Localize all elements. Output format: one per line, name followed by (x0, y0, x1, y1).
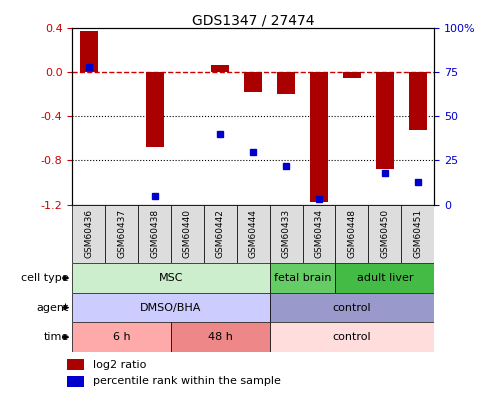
Text: GSM60450: GSM60450 (380, 209, 389, 258)
Text: GSM60440: GSM60440 (183, 209, 192, 258)
Bar (335, 205, 368, 263)
Text: GSM60434: GSM60434 (314, 209, 323, 258)
Bar (211, 65, 230, 72)
Bar (67, 360, 84, 370)
Bar (146, 72, 164, 147)
Bar (80, 30, 98, 72)
Text: MSC: MSC (159, 273, 183, 283)
Text: percentile rank within the sample: percentile rank within the sample (93, 376, 281, 386)
Text: GSM60433: GSM60433 (281, 209, 290, 258)
Bar (72, 322, 171, 352)
Text: agent: agent (36, 303, 69, 313)
Bar (105, 205, 138, 263)
Text: control: control (333, 303, 371, 313)
Bar (376, 72, 394, 169)
Text: log2 ratio: log2 ratio (93, 360, 146, 370)
Text: time: time (43, 332, 69, 342)
Bar (409, 72, 427, 130)
Bar (310, 72, 328, 202)
Bar (302, 205, 335, 263)
Bar (72, 263, 269, 293)
Text: cell type: cell type (21, 273, 69, 283)
Bar (401, 205, 434, 263)
Text: GSM60444: GSM60444 (249, 209, 258, 258)
Bar (269, 293, 434, 322)
Text: fetal brain: fetal brain (274, 273, 331, 283)
Title: GDS1347 / 27474: GDS1347 / 27474 (192, 13, 314, 27)
Bar (368, 205, 401, 263)
Text: GSM60451: GSM60451 (413, 209, 422, 258)
Text: GSM60438: GSM60438 (150, 209, 159, 258)
Text: DMSO/BHA: DMSO/BHA (140, 303, 202, 313)
Bar (277, 72, 295, 94)
Bar (72, 205, 105, 263)
Bar (343, 72, 361, 78)
Text: adult liver: adult liver (357, 273, 413, 283)
Bar (237, 205, 269, 263)
Bar (138, 205, 171, 263)
Text: GSM60442: GSM60442 (216, 209, 225, 258)
Bar (269, 205, 302, 263)
Bar (244, 72, 262, 92)
Text: control: control (333, 332, 371, 342)
Bar (204, 205, 237, 263)
Bar (67, 376, 84, 387)
Bar (335, 263, 434, 293)
Bar (269, 263, 335, 293)
Text: 48 h: 48 h (208, 332, 233, 342)
Text: GSM60448: GSM60448 (347, 209, 356, 258)
Bar (72, 293, 269, 322)
Bar (269, 322, 434, 352)
Text: GSM60437: GSM60437 (117, 209, 126, 258)
Text: GSM60436: GSM60436 (84, 209, 93, 258)
Text: 6 h: 6 h (113, 332, 131, 342)
Bar (171, 322, 269, 352)
Bar (171, 205, 204, 263)
